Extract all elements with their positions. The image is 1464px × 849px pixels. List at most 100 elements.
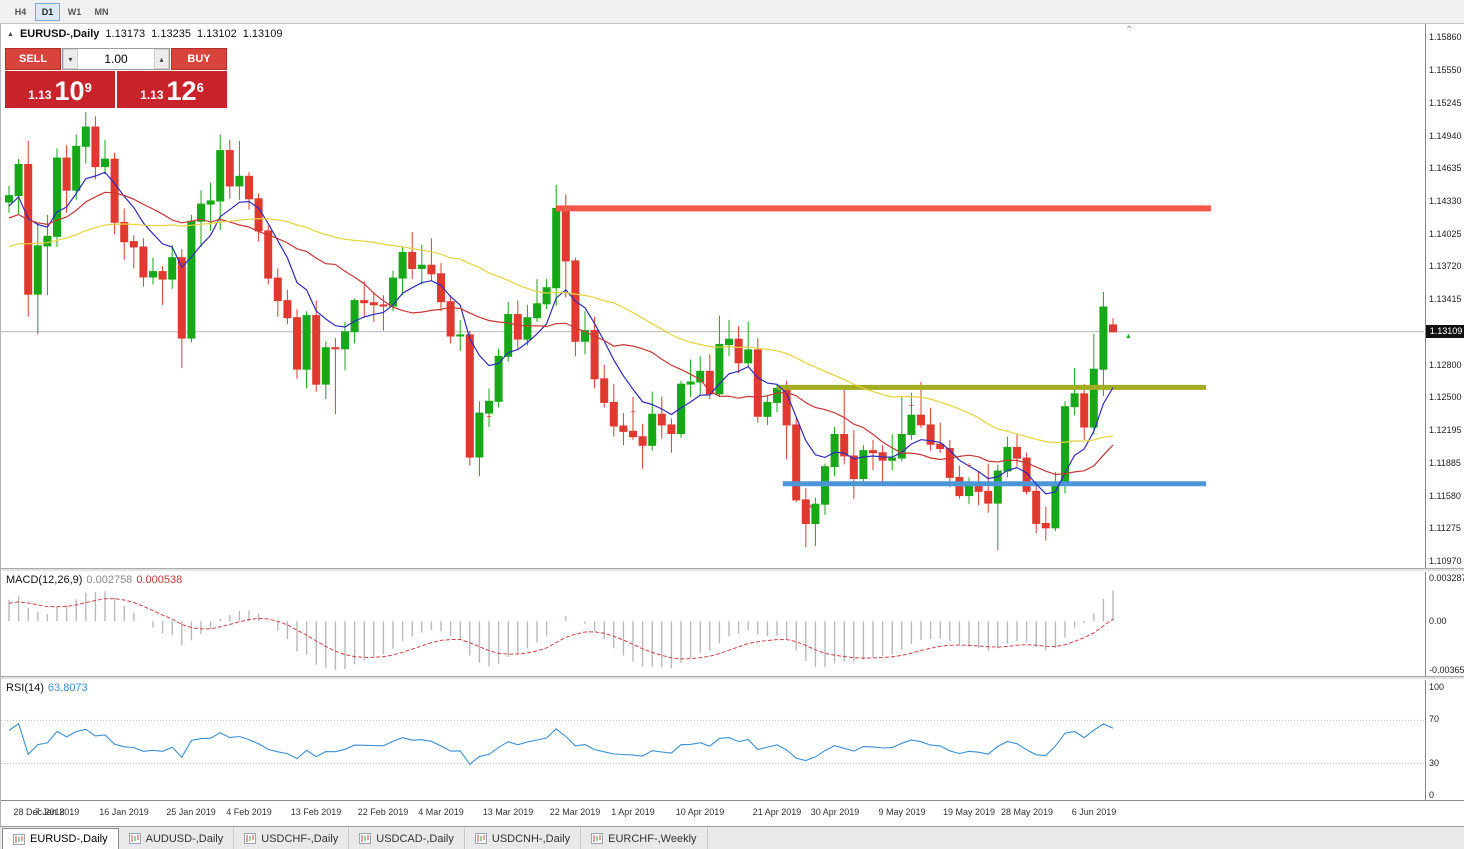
macd-chart — [8, 590, 1114, 670]
chart-tab-label: AUDUSD-,Daily — [145, 832, 224, 845]
timeframe-toolbar: H4 D1 W1 MN — [0, 0, 1464, 24]
date-axis-label: 22 Mar 2019 — [549, 807, 601, 817]
volume-increase-button[interactable]: ▴ — [154, 49, 169, 69]
rsi-line — [8, 722, 1114, 766]
symbol-marker-icon: ▲ — [7, 30, 14, 38]
rsi-label: RSI(14) 63.8073 — [6, 682, 88, 694]
date-axis-label: 13 Mar 2019 — [482, 807, 534, 817]
chart-tab-icon — [244, 833, 257, 844]
chart-tab-label: USDCNH-,Daily — [491, 832, 571, 845]
chart-symbol-label: EURUSD-,Daily — [19, 28, 100, 40]
sell-price[interactable]: 1.13 10 9 — [5, 71, 115, 108]
timeframe-button-h4[interactable]: H4 — [8, 3, 33, 21]
chart-tab-usdchf-daily[interactable]: USDCHF-,Daily — [234, 828, 350, 849]
price-axis-label: 1.11885 — [1429, 458, 1461, 468]
current-price-tag: 1.13109 — [1426, 325, 1464, 338]
volume-stepper[interactable]: ▾ 1.00 ▴ — [62, 48, 170, 70]
price-axis-label: 1.15860 — [1429, 32, 1462, 42]
volume-value[interactable]: 1.00 — [104, 52, 128, 66]
chart-tabs: EURUSD-,Daily AUDUSD-,Daily USDCHF-,Daily U… — [0, 826, 1464, 849]
date-axis-label: 22 Feb 2019 — [357, 807, 409, 817]
macd-panel[interactable]: MACD(12,26,9) 0.002758 0.000538 — [1, 572, 1424, 676]
date-axis-label: 13 Feb 2019 — [290, 807, 342, 817]
price-axis-label: 1.15245 — [1429, 98, 1462, 108]
chart-tab-icon — [591, 833, 604, 844]
date-axis-label: 7 Jan 2019 — [34, 807, 80, 817]
rsi-value: 63.8073 — [47, 682, 88, 694]
price-axis-label: 1.14635 — [1429, 163, 1462, 173]
chart-tab-icon — [474, 833, 487, 844]
chart-tab-icon — [13, 833, 25, 845]
price-axis-label: 1.11580 — [1429, 491, 1461, 501]
panel-splitter[interactable] — [1, 676, 1464, 680]
chart-tab-label: USDCHF-,Daily — [261, 832, 339, 845]
macd-name: MACD(12,26,9) — [6, 574, 83, 586]
date-axis-label: 10 Apr 2019 — [675, 807, 725, 817]
panel-splitter[interactable] — [1, 568, 1464, 572]
trade-markers: + + * + + ▴ — [486, 331, 1130, 515]
date-axis-label: 16 Jan 2019 — [99, 807, 149, 817]
price-axis-label: 1.12500 — [1429, 392, 1462, 402]
chart-tab-label: EURCHF-,Weekly — [608, 832, 697, 845]
svg-text:+: + — [966, 461, 971, 471]
svg-text:+: + — [630, 407, 635, 417]
date-axis-label: 6 Jun 2019 — [1071, 807, 1117, 817]
chart-tab-usdcad-daily[interactable]: USDCAD-,Daily — [349, 828, 465, 849]
chart-tab-eurusd-daily[interactable]: EURUSD-,Daily — [2, 828, 119, 849]
rsi-panel[interactable]: RSI(14) 63.8073 — [1, 680, 1424, 800]
rsi-level-lines — [1, 719, 1424, 765]
macd-main-value: 0.002758 — [86, 574, 133, 586]
rsi-chart — [1, 719, 1424, 766]
date-axis-label: 28 Dec 2018 — [13, 807, 65, 817]
price-chart[interactable]: + + * + + ▴ ▲ EURUSD-,Daily 1.13173 1.13235 1… — [1, 24, 1424, 568]
svg-text:+: + — [486, 411, 491, 421]
rsi-axis-label: 100 — [1429, 682, 1445, 692]
rsi-axis-label: 0 — [1429, 790, 1435, 800]
chart-tab-label: EURUSD-,Daily — [30, 833, 108, 845]
rsi-name: RSI(14) — [6, 682, 44, 694]
rsi-axis-label: 70 — [1429, 714, 1440, 724]
date-axis-label: 4 Mar 2019 — [418, 807, 464, 817]
date-axis-label: 21 Apr 2019 — [752, 807, 802, 817]
chart-tab-audusd-daily[interactable]: AUDUSD-,Daily — [119, 828, 235, 849]
date-axis-label: 4 Feb 2019 — [226, 807, 272, 817]
buy-price-point: 6 — [196, 80, 204, 95]
timeframe-button-w1[interactable]: W1 — [62, 3, 87, 21]
price-axis-label: 1.13720 — [1429, 261, 1462, 271]
chart-window: + + * + + ▴ ▲ EURUSD-,Daily 1.13173 1.13235 1… — [0, 24, 1464, 826]
macd-signal-line — [8, 598, 1114, 660]
price-axis-label: 1.12800 — [1429, 360, 1462, 370]
chart-tab-eurchf-weekly[interactable]: EURCHF-,Weekly — [581, 828, 708, 849]
ohlc-low: 1.13102 — [196, 28, 237, 40]
price-axis-label: 1.14025 — [1429, 229, 1462, 239]
date-axis-label: 30 Apr 2019 — [810, 807, 860, 817]
svg-text:*: * — [809, 504, 813, 515]
timeframe-button-mn[interactable]: MN — [89, 3, 114, 21]
sell-button[interactable]: SELL — [5, 48, 61, 70]
time-axis[interactable]: 28 Dec 2018 7 Jan 2019 16 Jan 2019 25 Jan 2… — [1, 800, 1464, 826]
buy-price-pips: 12 — [166, 76, 197, 106]
date-axis-label: 9 May 2019 — [878, 807, 926, 817]
macd-label: MACD(12,26,9) 0.002758 0.000538 — [6, 574, 182, 586]
chart-scroll-indicator-icon[interactable]: ⌃ — [1125, 25, 1134, 36]
price-axis-label: 1.11275 — [1429, 523, 1461, 533]
date-axis-label: 28 May 2019 — [1000, 807, 1054, 817]
price-axis-label: 1.14940 — [1429, 131, 1462, 141]
price-axis-label: 1.12195 — [1429, 425, 1462, 435]
ohlc-high: 1.13235 — [151, 28, 191, 40]
buy-price[interactable]: 1.13 12 6 — [117, 71, 227, 108]
rsi-axis-label: 30 — [1429, 758, 1440, 768]
sell-price-pips: 10 — [54, 76, 85, 106]
sell-price-point: 9 — [84, 80, 92, 95]
chart-tab-usdcnh-daily[interactable]: USDCNH-,Daily — [465, 828, 582, 849]
ohlc-open: 1.13173 — [105, 28, 146, 40]
svg-text:▴: ▴ — [1126, 331, 1130, 340]
candlestick-chart[interactable]: + + * + + ▴ — [1, 24, 1424, 568]
timeframe-button-d1[interactable]: D1 — [35, 2, 60, 21]
price-axis-label: 1.13415 — [1429, 294, 1462, 304]
volume-decrease-button[interactable]: ▾ — [63, 49, 78, 69]
buy-button[interactable]: BUY — [171, 48, 227, 70]
macd-signal-value: 0.000538 — [136, 574, 183, 586]
price-axis[interactable]: 1.15860 1.15550 1.15245 1.14940 1.14635 1.143… — [1425, 24, 1464, 568]
